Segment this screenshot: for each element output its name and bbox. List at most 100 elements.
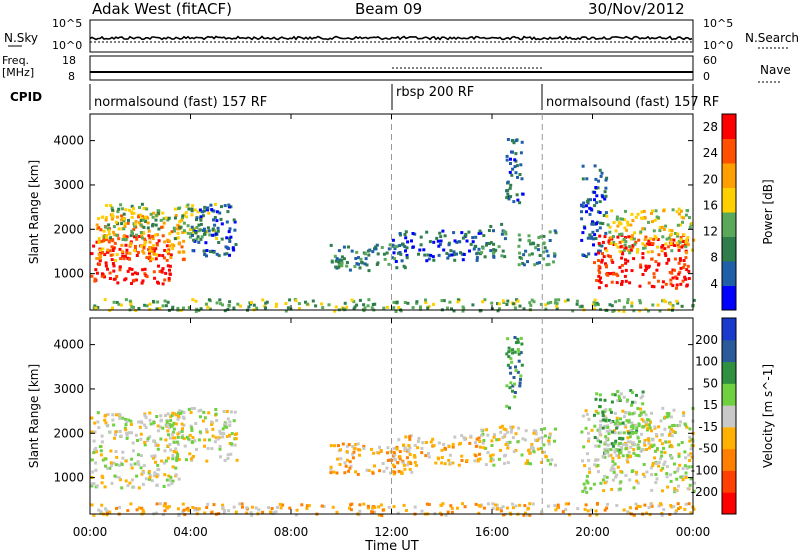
heatmap-cell <box>168 443 172 446</box>
heatmap-cell <box>670 229 674 233</box>
heatmap-cell <box>442 299 446 303</box>
heatmap-cell <box>463 505 467 509</box>
heatmap-cell <box>674 511 677 515</box>
heatmap-cell <box>654 481 658 484</box>
heatmap-cell <box>187 509 191 513</box>
heatmap-cell <box>331 505 335 509</box>
heatmap-cell <box>139 432 143 436</box>
heatmap-cell <box>104 457 108 461</box>
heatmap-cell <box>112 225 116 229</box>
heatmap-cell <box>661 280 665 284</box>
heatmap-cell <box>540 510 544 514</box>
heatmap-cell <box>101 476 105 479</box>
colorbar-tick-label: 15 <box>703 398 718 412</box>
heatmap-cell <box>672 430 676 434</box>
heatmap-cell <box>155 253 159 257</box>
heatmap-cell <box>100 272 104 276</box>
heatmap-cell <box>601 455 605 459</box>
heatmap-cell <box>99 449 103 453</box>
heatmap-cell <box>161 211 165 215</box>
heatmap-cell <box>387 262 391 266</box>
heatmap-cell <box>590 428 594 432</box>
heatmap-cell <box>603 442 607 446</box>
heatmap-cell <box>135 474 139 478</box>
heatmap-cell <box>653 456 656 460</box>
heatmap-cell <box>228 424 232 427</box>
heatmap-cell <box>626 259 630 263</box>
heatmap-cell <box>616 245 620 249</box>
heatmap-cell <box>484 463 488 467</box>
heatmap-cell <box>625 444 629 447</box>
heatmap-cell <box>143 237 147 241</box>
heatmap-cell <box>193 439 197 443</box>
heatmap-cell <box>517 350 521 353</box>
heatmap-cell <box>665 475 669 479</box>
heatmap-cell <box>111 249 115 252</box>
heatmap-cell <box>524 249 528 253</box>
heatmap-cell <box>337 265 341 269</box>
heatmap-cell <box>665 261 669 265</box>
heatmap-cell <box>143 440 147 444</box>
heatmap-cell <box>182 239 186 243</box>
heatmap-cell <box>506 188 510 192</box>
heatmap-cell <box>607 240 611 244</box>
heatmap-cell <box>145 207 149 211</box>
heatmap-cell <box>203 438 207 442</box>
heatmap-cell <box>452 250 456 254</box>
heatmap-cell <box>165 478 169 482</box>
heatmap-cell <box>229 235 233 239</box>
heatmap-cell <box>125 431 129 435</box>
heatmap-cell <box>610 280 614 284</box>
heatmap-cell <box>353 305 357 309</box>
heatmap-cell <box>113 436 116 440</box>
heatmap-cell <box>599 440 603 444</box>
heatmap-cell <box>191 506 195 509</box>
heatmap-cell <box>402 443 406 447</box>
heatmap-cell <box>267 506 270 510</box>
heatmap-cell <box>152 474 156 478</box>
heatmap-cell <box>534 432 538 436</box>
heatmap-cell <box>628 412 631 416</box>
heatmap-cell <box>172 421 176 425</box>
heatmap-cell <box>549 300 553 304</box>
heatmap-cell <box>120 222 124 226</box>
heatmap-cell <box>597 470 600 474</box>
heatmap-cell <box>632 309 636 313</box>
heatmap-cell <box>497 457 501 461</box>
heatmap-cell <box>521 437 525 441</box>
heatmap-cell <box>538 261 541 265</box>
heatmap-cell <box>117 237 121 241</box>
heatmap-cell <box>644 264 648 268</box>
heatmap-cell <box>609 421 613 425</box>
heatmap-cell <box>489 454 492 458</box>
heatmap-cell <box>119 434 123 438</box>
heatmap-cell <box>106 267 109 271</box>
heatmap-cell <box>647 423 651 427</box>
heatmap-cell <box>626 398 630 402</box>
heatmap-cell <box>593 298 597 302</box>
heatmap-cell <box>685 425 689 429</box>
heatmap-cell <box>427 503 431 506</box>
velocity-grid-lines <box>391 318 543 514</box>
heatmap-cell <box>297 302 301 306</box>
heatmap-cell <box>642 441 646 445</box>
heatmap-cell <box>111 239 115 243</box>
heatmap-cell <box>509 357 513 361</box>
heatmap-cell <box>227 247 231 251</box>
heatmap-cell <box>375 263 379 266</box>
heatmap-cell <box>679 209 683 213</box>
cpid-segment-1: normalsound (fast) 157 RF <box>94 95 267 110</box>
heatmap-cell <box>618 422 622 426</box>
heatmap-cell <box>455 252 458 256</box>
heatmap-cell <box>122 257 126 261</box>
heatmap-cell <box>626 429 630 433</box>
heatmap-cell <box>121 254 125 258</box>
heatmap-cell <box>623 415 626 419</box>
heatmap-cell <box>544 307 548 311</box>
heatmap-cell <box>605 272 609 276</box>
heatmap-cell <box>526 513 529 517</box>
heatmap-cell <box>216 229 220 233</box>
heatmap-cell <box>159 437 163 441</box>
heatmap-cell <box>597 259 600 263</box>
x-axis-label: Time UT <box>364 539 418 554</box>
